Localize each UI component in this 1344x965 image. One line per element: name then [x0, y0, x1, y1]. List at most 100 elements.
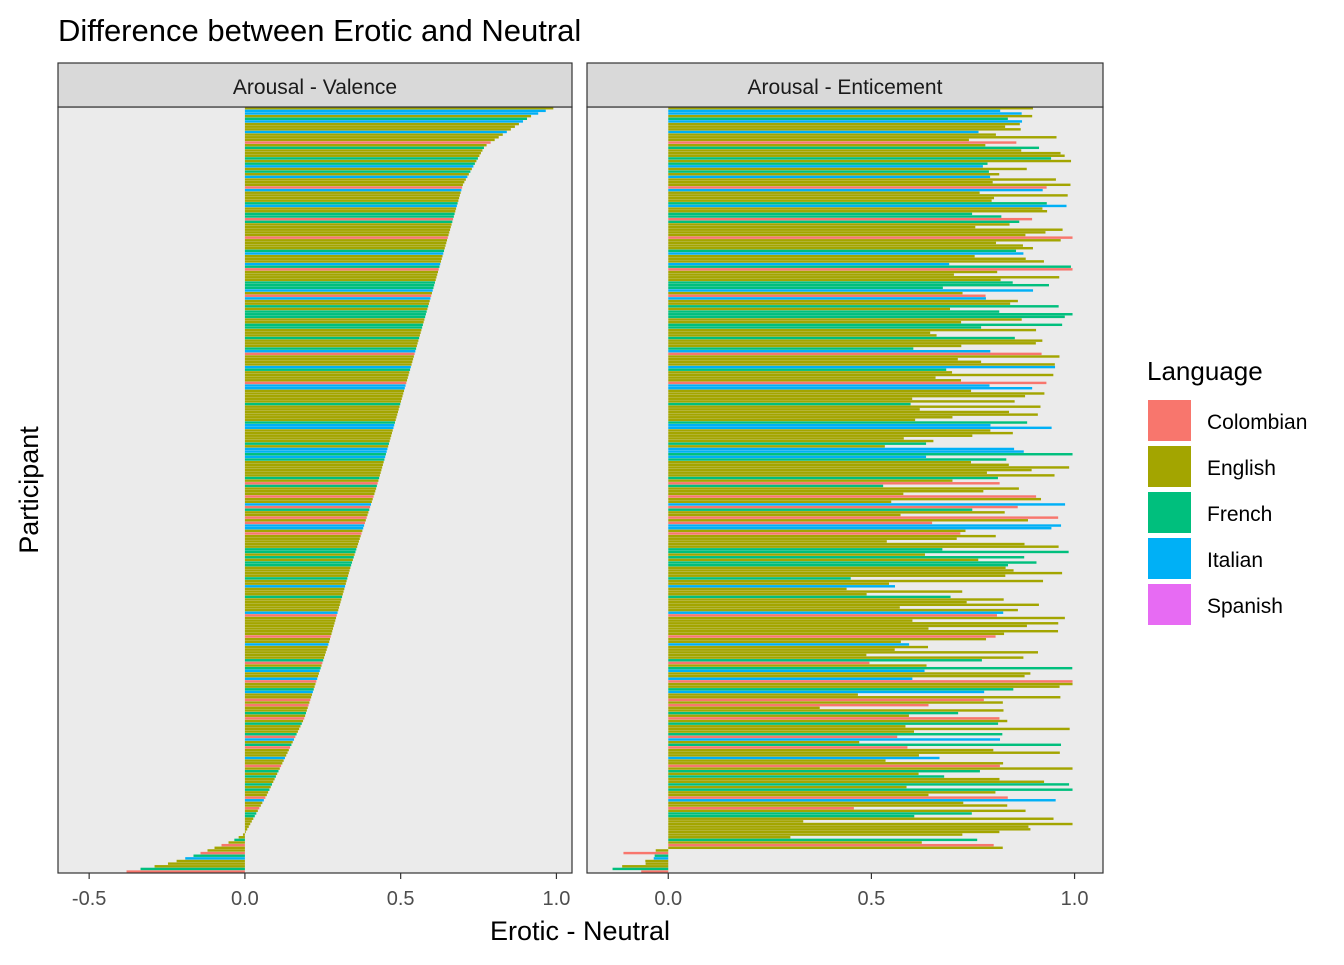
bar — [244, 157, 478, 160]
bar — [668, 640, 901, 643]
bar — [668, 806, 854, 810]
bar — [244, 233, 449, 237]
bar — [140, 867, 245, 871]
bar — [244, 666, 321, 670]
bar — [244, 661, 323, 665]
bar — [244, 196, 460, 200]
bar — [668, 574, 1006, 577]
bar — [244, 804, 261, 807]
legend-key — [1148, 492, 1191, 533]
bar — [668, 416, 953, 419]
bar — [244, 519, 366, 522]
bar — [668, 817, 1054, 820]
bar — [668, 445, 885, 448]
bar — [244, 402, 401, 406]
bar — [668, 532, 961, 535]
bar — [244, 484, 377, 488]
bar — [668, 146, 1040, 150]
bar — [668, 666, 1073, 670]
bar — [668, 585, 895, 588]
bar — [668, 112, 1022, 115]
bar — [668, 746, 908, 749]
bar — [244, 307, 428, 311]
bar — [244, 730, 298, 733]
bar — [244, 260, 442, 263]
bar — [668, 133, 996, 136]
bar — [668, 558, 979, 562]
bar — [244, 598, 342, 601]
bar — [641, 870, 669, 873]
bar — [668, 661, 870, 665]
bar — [244, 199, 459, 202]
bar — [207, 849, 245, 852]
bar — [244, 490, 376, 493]
bar — [668, 336, 1015, 340]
bar — [244, 685, 315, 688]
bar — [244, 252, 444, 255]
bar — [668, 487, 1019, 490]
bar — [668, 347, 914, 350]
bar — [668, 516, 1059, 519]
bar — [668, 170, 989, 173]
bar — [668, 265, 1071, 268]
bar — [668, 479, 953, 482]
bar — [668, 703, 929, 707]
bar — [668, 714, 909, 717]
bar — [668, 384, 990, 387]
bar — [668, 162, 988, 165]
bar — [244, 352, 415, 356]
bar — [244, 524, 365, 527]
bar — [668, 379, 962, 382]
bar — [668, 297, 986, 300]
bar — [668, 492, 904, 496]
bar — [244, 165, 474, 168]
bar — [244, 653, 325, 657]
bar — [668, 278, 1001, 282]
bar — [668, 725, 906, 728]
bar — [244, 416, 397, 419]
bar — [668, 484, 884, 488]
strip-label: Arousal - Enticement — [748, 76, 943, 99]
bar — [244, 154, 480, 157]
bar — [244, 355, 414, 358]
bar — [668, 685, 1060, 688]
bar — [668, 756, 940, 760]
bar — [244, 574, 349, 577]
bar — [668, 545, 1059, 548]
bar — [668, 513, 901, 517]
bar — [244, 759, 284, 762]
bar — [668, 569, 1014, 572]
bar — [244, 725, 301, 728]
bar — [668, 659, 982, 662]
legend-label: Italian — [1207, 549, 1263, 572]
bar — [668, 249, 1017, 253]
bar — [668, 281, 1013, 284]
bar — [244, 767, 280, 770]
bar — [668, 180, 993, 184]
bar — [244, 558, 353, 562]
bar — [244, 593, 343, 596]
bar — [244, 487, 377, 490]
bar — [244, 344, 417, 348]
bar — [244, 624, 334, 628]
bar — [668, 788, 1073, 791]
bar — [668, 326, 982, 329]
bar — [244, 471, 381, 474]
bar — [668, 400, 1015, 403]
bar — [244, 368, 411, 371]
bar — [668, 254, 975, 258]
bar — [668, 680, 1073, 683]
bar — [244, 423, 395, 427]
bar — [668, 357, 958, 361]
bar — [244, 460, 384, 464]
bar — [668, 690, 985, 694]
bar — [668, 677, 913, 680]
bar — [244, 326, 423, 329]
bar — [244, 656, 325, 659]
bar — [244, 587, 345, 591]
bar — [244, 561, 353, 564]
bar — [244, 379, 408, 382]
bar — [244, 331, 421, 334]
bar — [668, 320, 962, 324]
bar — [668, 503, 1066, 506]
